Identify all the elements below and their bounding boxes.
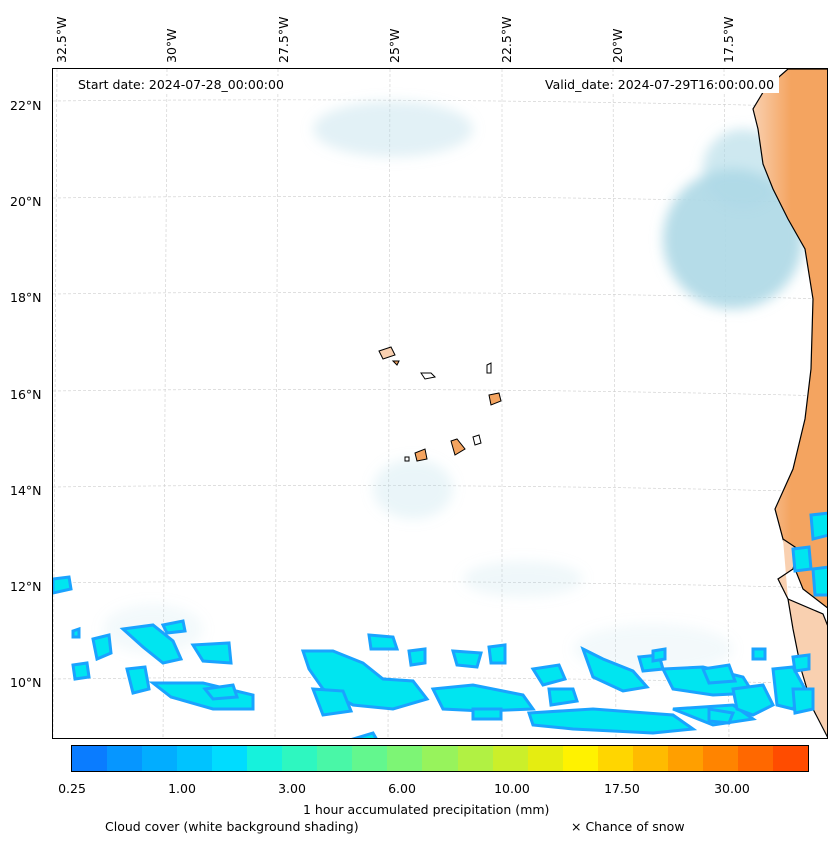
lat-label-14n: 14°N — [10, 483, 42, 498]
colorbar-tick: 30.00 — [714, 781, 750, 796]
colorbar-segment — [667, 746, 703, 771]
lon-label-22-5w: 22.5°W — [499, 16, 514, 63]
colorbar-tick: 6.00 — [388, 781, 416, 796]
colorbar-segment — [772, 746, 808, 771]
colorbar-segment — [247, 746, 283, 771]
lat-label-20n: 20°N — [10, 194, 42, 209]
colorbar-segment — [352, 746, 388, 771]
colorbar-tick: 1.00 — [168, 781, 196, 796]
lat-label-10n: 10°N — [10, 675, 42, 690]
lon-label-30w: 30°W — [164, 28, 179, 63]
colorbar-tick: 17.50 — [604, 781, 640, 796]
colorbar-segment — [492, 746, 528, 771]
colorbar-segment — [387, 746, 423, 771]
valid-date-label: Valid_date: 2024-07-29T16:00:00.00 — [540, 76, 780, 93]
lon-label-20w: 20°W — [610, 28, 625, 63]
lon-label-27-5w: 27.5°W — [276, 16, 291, 63]
precip-shading — [53, 511, 827, 738]
colorbar-segment — [737, 746, 773, 771]
colorbar-segment — [142, 746, 178, 771]
colorbar-segment — [457, 746, 493, 771]
colorbar-segment — [317, 746, 353, 771]
colorbar-segment — [702, 746, 738, 771]
precip-colorbar — [71, 745, 809, 772]
colorbar-tick: 0.25 — [58, 781, 86, 796]
lat-label-12n: 12°N — [10, 579, 42, 594]
cloud-haze — [103, 101, 803, 674]
colorbar-label: 1 hour accumulated precipitation (mm) — [303, 802, 550, 817]
colorbar-segment — [597, 746, 633, 771]
colorbar-segment — [212, 746, 248, 771]
colorbar-segment — [72, 746, 108, 771]
colorbar-segment — [107, 746, 143, 771]
cape-verde-islands — [378, 346, 502, 462]
snow-chance-note: × Chance of snow — [571, 819, 685, 834]
lat-label-18n: 18°N — [10, 290, 42, 305]
colorbar-segment — [527, 746, 563, 771]
colorbar-segment — [422, 746, 458, 771]
colorbar-segment — [632, 746, 668, 771]
colorbar-segment — [562, 746, 598, 771]
start-date-label: Start date: 2024-07-28_00:00:00 — [73, 76, 289, 93]
lon-label-17-5w: 17.5°W — [721, 16, 736, 63]
map-panel[interactable] — [52, 68, 828, 739]
lon-label-32-5w: 32.5°W — [54, 16, 69, 63]
colorbar-segment — [177, 746, 213, 771]
colorbar-tick: 10.00 — [494, 781, 530, 796]
colorbar-segment — [282, 746, 318, 771]
map-canvas — [53, 69, 827, 738]
africa-coast — [752, 69, 827, 609]
lon-label-25w: 25°W — [387, 28, 402, 63]
colorbar-tick: 3.00 — [278, 781, 306, 796]
lat-label-16n: 16°N — [10, 387, 42, 402]
lat-label-22n: 22°N — [10, 98, 42, 113]
cloud-cover-note: Cloud cover (white background shading) — [105, 819, 359, 834]
